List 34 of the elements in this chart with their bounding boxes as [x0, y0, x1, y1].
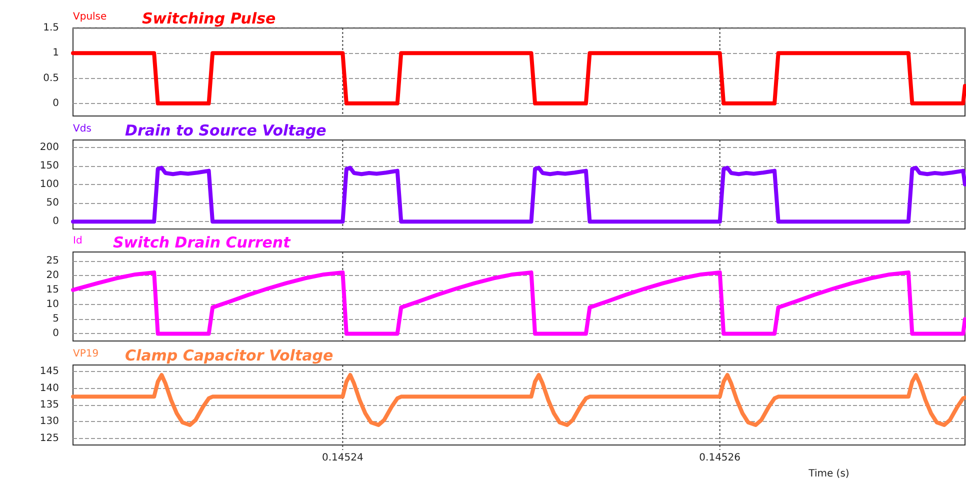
x-tick-label: 0.14526: [699, 452, 741, 464]
y-tick-label: 0: [52, 98, 59, 109]
line-series: [71, 373, 966, 427]
y-tick-label: 20: [46, 270, 59, 281]
line-series: [71, 270, 966, 336]
y-tick-label: 1.5: [43, 22, 59, 34]
y-tick-label: 150: [40, 160, 59, 172]
chart-title: Switching Pulse: [142, 10, 276, 28]
y-tick-label: 145: [40, 366, 59, 378]
x-axis-title: Time (s): [808, 468, 850, 480]
y-tick-label: 125: [40, 432, 59, 444]
y-tick-label: 0: [52, 328, 59, 340]
y-tick-label: 0: [52, 216, 59, 228]
chart-title: Drain to Source Voltage: [125, 122, 326, 140]
y-axis-title: Vds: [73, 124, 92, 134]
y-tick-label: 140: [40, 382, 59, 394]
chart-title: Clamp Capacitor Voltage: [125, 346, 334, 364]
y-tick-label: 1: [52, 48, 59, 59]
y-tick-label: 5: [52, 314, 59, 325]
y-tick-label: 135: [40, 400, 59, 410]
y-tick-label: 50: [46, 198, 59, 209]
x-tick-label: 0.14524: [322, 452, 364, 464]
y-axis-title: Id: [73, 236, 82, 246]
y-tick-label: 10: [46, 299, 59, 310]
y-tick-label: 200: [40, 142, 59, 153]
y-tick-label: 130: [40, 416, 59, 428]
line-series: [71, 166, 966, 224]
chart-title: Switch Drain Current: [113, 234, 292, 252]
y-tick-label: 15: [46, 284, 59, 296]
y-tick-label: 0.5: [43, 72, 59, 84]
y-tick-label: 25: [46, 255, 59, 266]
y-tick-label: 100: [40, 179, 59, 190]
y-axis-title: VP19: [73, 348, 99, 360]
y-axis-title: Vpulse: [73, 12, 107, 22]
